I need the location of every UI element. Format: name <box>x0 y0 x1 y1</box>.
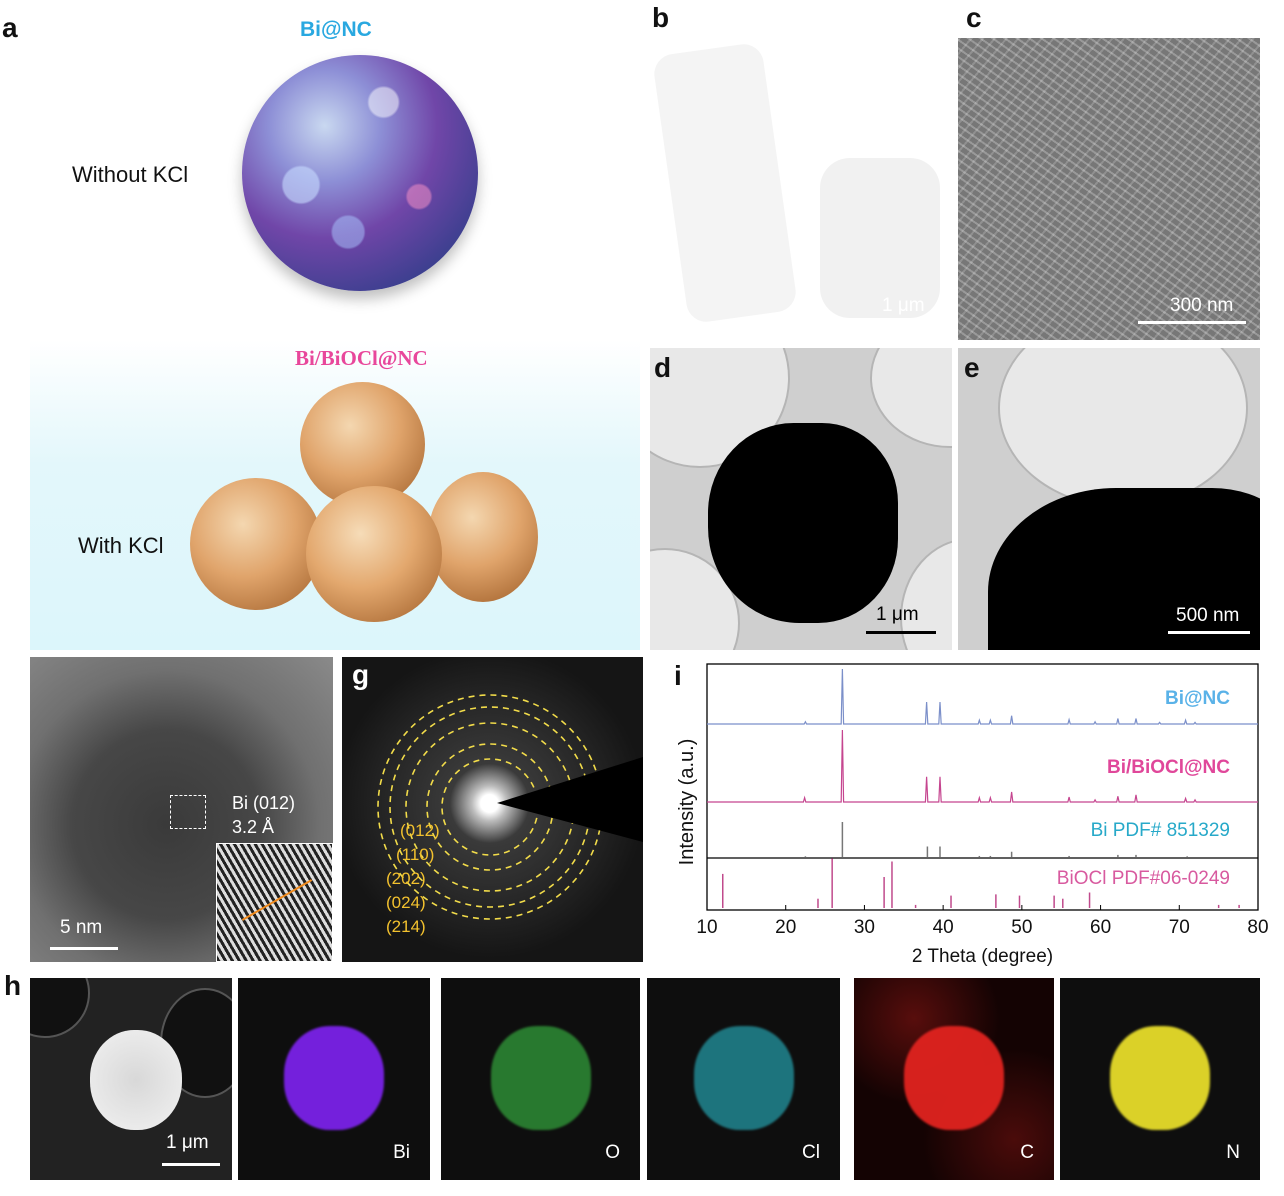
lattice-annotation-1: Bi (012) <box>232 793 296 813</box>
diffraction-rings <box>377 694 643 920</box>
panel-e-tem-image: e 500 nm <box>958 348 1260 650</box>
element-distribution <box>904 1026 1004 1130</box>
x-axis-label: 2 Theta (degree) <box>912 946 1053 967</box>
flower-sphere-left <box>190 478 322 610</box>
panel-label-c: c <box>966 2 982 33</box>
element-distribution <box>693 1026 794 1130</box>
scale-bar <box>50 947 118 950</box>
scale-bar <box>866 631 936 634</box>
particle <box>988 488 1260 650</box>
panel-label-a: a <box>2 12 18 43</box>
y-axis-label: Intensity (a.u.) <box>676 739 698 866</box>
panel-d-tem-image: d 1 μm <box>650 348 952 650</box>
element-distribution <box>490 1026 591 1130</box>
scale-bar-label: 1 μm <box>882 295 925 316</box>
x-tick-label: 80 <box>1247 917 1268 938</box>
xrd-chart: 10 20 30 40 50 60 70 80 2 Theta (degree) Intensit… <box>676 663 1269 967</box>
selection-box <box>170 795 206 829</box>
scale-bar-label: 500 nm <box>1176 605 1240 626</box>
scale-bar-label: 300 nm <box>1170 295 1234 316</box>
ring-label: (110) <box>396 845 435 864</box>
series-label: Bi/BiOCl@NC <box>1107 757 1230 778</box>
panel-label-e: e <box>964 352 980 383</box>
panel-label-d: d <box>654 352 672 383</box>
scale-bar-label: 1 μm <box>166 1132 209 1153</box>
x-tick-label: 30 <box>854 917 875 938</box>
particle <box>90 1030 182 1130</box>
element-distribution <box>1110 1026 1210 1130</box>
xrd-pattern-1 <box>707 729 1258 803</box>
ring-label: (202) <box>386 869 426 888</box>
ring-label: (214) <box>386 917 426 936</box>
elemental-map-n: N <box>1060 978 1260 1180</box>
scale-bar-label: 5 nm <box>60 917 103 938</box>
flower-sphere-center <box>306 486 442 622</box>
scale-bar <box>1138 321 1246 324</box>
scale-bar-label: 1 μm <box>876 604 919 625</box>
x-tick-label: 10 <box>696 917 717 938</box>
bi-nc-title: Bi@NC <box>300 18 372 41</box>
ring-label: (012) <box>400 821 440 840</box>
panel-a: a Bi@NC Without KCl Bi/BiOCl@NC With KCl <box>2 10 640 650</box>
x-tick-label: 50 <box>1011 917 1032 938</box>
particle <box>708 423 898 623</box>
ring-label: (024) <box>386 893 426 912</box>
panel-g-saed-pattern: g (012) (110) (202) (024) (214) <box>342 657 643 962</box>
panel-label-i: i <box>674 660 682 691</box>
series-label: Bi PDF# 851329 <box>1091 820 1230 841</box>
element-label: Cl <box>802 1142 820 1163</box>
panel-c-sem-image: 300 nm <box>958 38 1260 340</box>
fft-inset <box>216 843 333 962</box>
x-tick-label: 70 <box>1169 917 1190 938</box>
series-label: BiOCl PDF#06-0249 <box>1057 868 1230 889</box>
lattice-annotation-2: 3.2 Å <box>232 817 275 837</box>
panel-label-b: b <box>652 2 670 33</box>
bi-biocl-nc-title: Bi/BiOCl@NC <box>295 346 428 370</box>
element-label: C <box>1020 1142 1034 1163</box>
element-distribution <box>284 1026 384 1130</box>
scale-bar <box>872 321 940 324</box>
without-kcl-caption: Without KCl <box>72 162 189 187</box>
elemental-map-o: O <box>441 978 640 1180</box>
x-tick-label: 40 <box>933 917 954 938</box>
scale-bar <box>1168 631 1250 634</box>
panel-b-sem-image: 1 μm <box>650 38 952 340</box>
bi-nc-sphere-illustration <box>242 55 478 291</box>
panel-label-g: g <box>352 659 370 690</box>
panel-label-h: h <box>4 970 22 1001</box>
x-tick-label: 20 <box>775 917 796 938</box>
scale-bar <box>162 1163 220 1166</box>
panel-f-hrtem-image: f Bi (012) 3.2 Å 5 nm <box>30 657 333 962</box>
flower-sphere-right <box>428 472 538 602</box>
element-label: N <box>1226 1142 1240 1163</box>
element-label: O <box>605 1142 620 1163</box>
element-label: Bi <box>393 1142 410 1163</box>
xrd-pattern-0 <box>707 668 1258 725</box>
elemental-map-cl: Cl <box>647 978 840 1180</box>
plot-frame <box>706 663 1259 911</box>
x-tick-label: 60 <box>1090 917 1111 938</box>
elemental-map-bi: Bi <box>238 978 430 1180</box>
with-kcl-caption: With KCl <box>78 533 164 558</box>
haadf-image: 1 μm <box>30 978 232 1180</box>
series-label: Bi@NC <box>1165 688 1230 709</box>
elemental-map-c: C <box>854 978 1054 1180</box>
